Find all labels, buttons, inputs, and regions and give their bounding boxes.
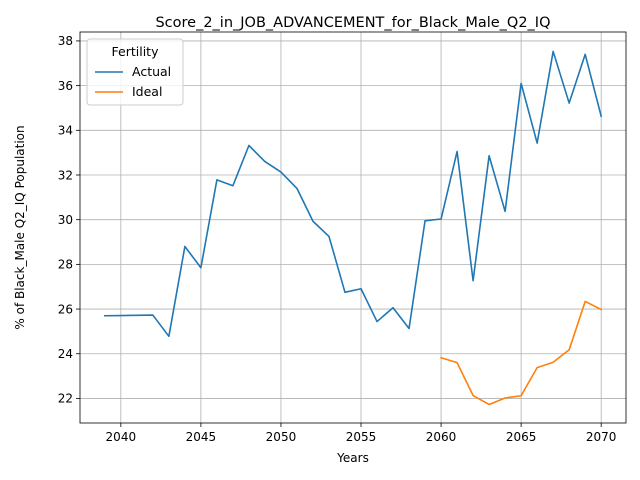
y-axis-ticks: 22 24 26 28 30 32 34 36 38 [58,34,80,406]
x-axis-label: Years [336,451,369,465]
plot-frame [79,31,627,424]
legend-label-actual: Actual [132,64,171,79]
legend-box [86,38,184,106]
x-tick-label: 2040 [106,430,137,444]
legend-entries: Actual Ideal [95,64,171,99]
legend-title: Fertility [112,44,160,59]
x-axis-ticks: 2040 2045 2050 2055 2060 2065 2070 [106,423,617,444]
x-tick-label: 2045 [186,430,217,444]
series-line-ideal [440,300,603,406]
y-tick-label: 36 [58,79,73,93]
chart-title: Score_2_in_JOB_ADVANCEMENT_for_Black_Mal… [155,15,550,31]
x-tick-label: 2060 [426,430,457,444]
x-tick-label: 2070 [586,430,617,444]
grid-lines [80,32,626,423]
legend-label-ideal: Ideal [132,84,162,99]
y-tick-label: 32 [58,168,73,182]
y-tick-label: 26 [58,302,73,316]
y-axis-label: % of Black_Male Q2_IQ Population [13,125,27,329]
y-tick-label: 30 [58,213,73,227]
x-tick-label: 2065 [506,430,537,444]
y-tick-label: 24 [58,347,73,361]
x-tick-label: 2050 [266,430,297,444]
y-tick-label: 22 [58,392,73,406]
legend: Fertility Actual Ideal [86,38,184,106]
series-line-actual [104,50,603,338]
y-tick-label: 28 [58,258,73,272]
y-tick-label: 38 [58,34,73,48]
x-tick-label: 2055 [346,430,377,444]
plot-series [104,50,603,406]
y-tick-label: 34 [58,124,73,138]
